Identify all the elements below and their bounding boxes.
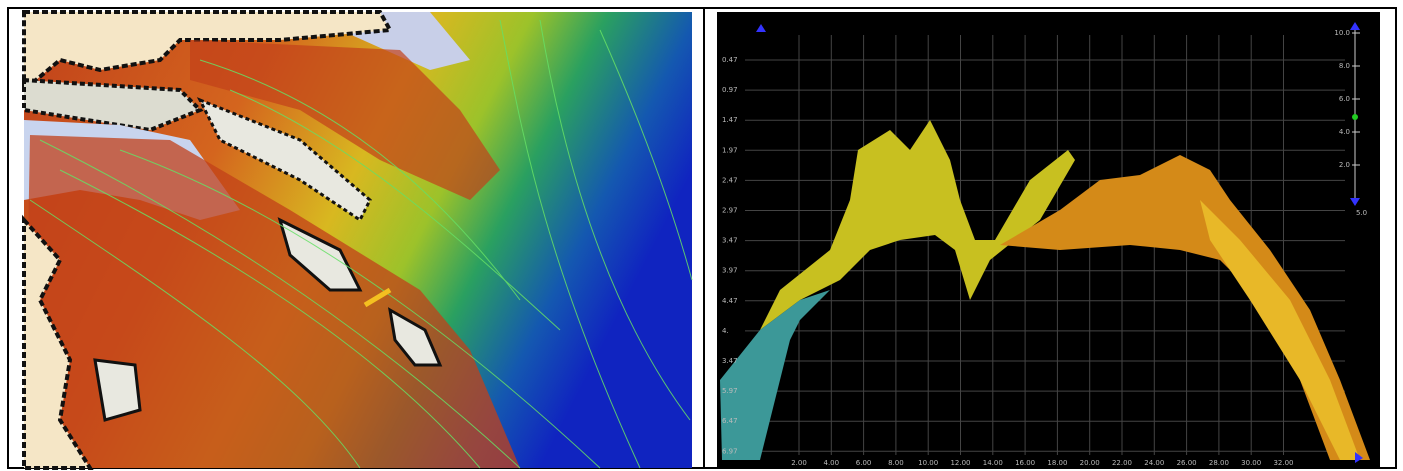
y-axis-label: 5.97 (722, 387, 738, 395)
scale-label: 6.0 (1339, 95, 1350, 103)
y-axis-label: 4.47 (722, 297, 738, 305)
x-axis-label: 2.00 (791, 459, 807, 467)
bathymetry-map (24, 12, 692, 468)
x-axis-label: 30.00 (1241, 459, 1261, 467)
x-axis-label: 24.00 (1144, 459, 1164, 467)
x-axis-label: 12.00 (950, 459, 970, 467)
y-axis-label: 6.47 (722, 417, 738, 425)
scale-label: 10.0 (1334, 29, 1350, 37)
x-axis-label: 18.00 (1047, 459, 1067, 467)
screenshot: 0.47 0.97 1.47 1.97 2.47 2.97 3.47 3.97 4.47 4. 3.… (0, 0, 1403, 471)
x-axis-label: 26.00 (1177, 459, 1197, 467)
x-axis-label: 8.00 (888, 459, 904, 467)
x-axis-label: 20.00 (1080, 459, 1100, 467)
x-axis-label: 6.00 (856, 459, 872, 467)
x-axis-label: 14.00 (983, 459, 1003, 467)
scale-bottom-label: 5.0 (1356, 209, 1367, 217)
x-axis-label: 16.00 (1015, 459, 1035, 467)
y-axis-label: 6.97 (722, 447, 738, 455)
x-axis-label: 22.00 (1112, 459, 1132, 467)
y-axis-label: 3.47 (722, 237, 738, 245)
y-axis-label: 3.47 (722, 357, 738, 365)
x-axis-label: 28.00 (1209, 459, 1229, 467)
y-axis-label: 0.97 (722, 86, 738, 94)
page: 0.47 0.97 1.47 1.97 2.47 2.97 3.47 3.97 4.47 4. 3.… (0, 0, 1403, 471)
y-axis-label: 2.47 (722, 176, 738, 184)
y-axis-label: 1.97 (722, 146, 738, 154)
scale-label: 8.0 (1339, 62, 1350, 70)
scale-label: 2.0 (1339, 161, 1350, 169)
y-axis-label: 0.47 (722, 56, 738, 64)
y-axis-label: 1.47 (722, 116, 738, 124)
y-axis-label: 4. (722, 327, 729, 335)
y-axis-label: 3.97 (722, 267, 738, 275)
scale-label: 4.0 (1339, 128, 1350, 136)
y-axis-label: 2.97 (722, 207, 738, 215)
x-axis-label: 32.00 (1273, 459, 1293, 467)
x-axis-label: 10.00 (918, 459, 938, 467)
x-axis-label: 4.00 (824, 459, 840, 467)
